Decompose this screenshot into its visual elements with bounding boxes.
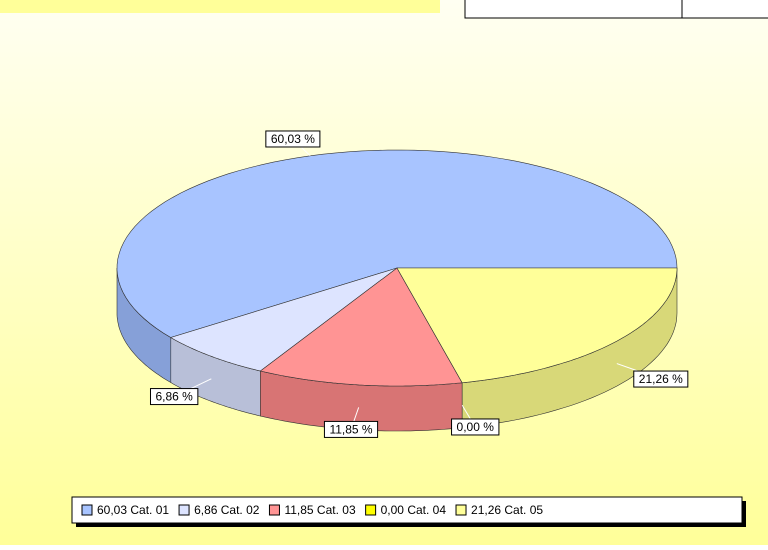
legend-swatch <box>455 504 467 516</box>
legend-swatch <box>81 504 93 516</box>
legend: 60,03 Cat. 01 6,86 Cat. 02 11,85 Cat. 03 0,… <box>71 496 746 527</box>
legend-swatch <box>365 504 377 516</box>
label-box <box>323 420 379 438</box>
legend-swatch <box>178 504 190 516</box>
slice-label: 6,86 % <box>155 390 193 404</box>
slice-label: 21,26 % <box>639 372 683 386</box>
legend-label: 21,26 Cat. 05 <box>471 503 543 517</box>
slice <box>396 267 678 384</box>
legend-swatch <box>268 504 280 516</box>
legend-label: 6,86 Cat. 02 <box>194 503 260 517</box>
label-box <box>451 418 500 436</box>
legend-label: 60,03 Cat. 01 <box>97 503 169 517</box>
slice-label: 0,00 % <box>457 420 495 434</box>
label-box <box>633 370 689 388</box>
legend-label: 0,00 Cat. 04 <box>381 503 447 517</box>
pie <box>116 149 678 432</box>
legend-label: 11,85 Cat. 03 <box>284 503 355 517</box>
slice <box>170 267 398 372</box>
slice-labels: 60,03 % 6,86 % 11,85 % 0,00 % 21,26 % <box>149 130 689 438</box>
label-box <box>149 388 199 406</box>
label-box <box>265 130 321 148</box>
top-bar <box>0 0 440 13</box>
slice-label: 60,03 % <box>271 132 315 146</box>
top-table <box>464 0 768 19</box>
slice <box>259 267 463 387</box>
slice-label: 11,85 % <box>329 423 372 437</box>
